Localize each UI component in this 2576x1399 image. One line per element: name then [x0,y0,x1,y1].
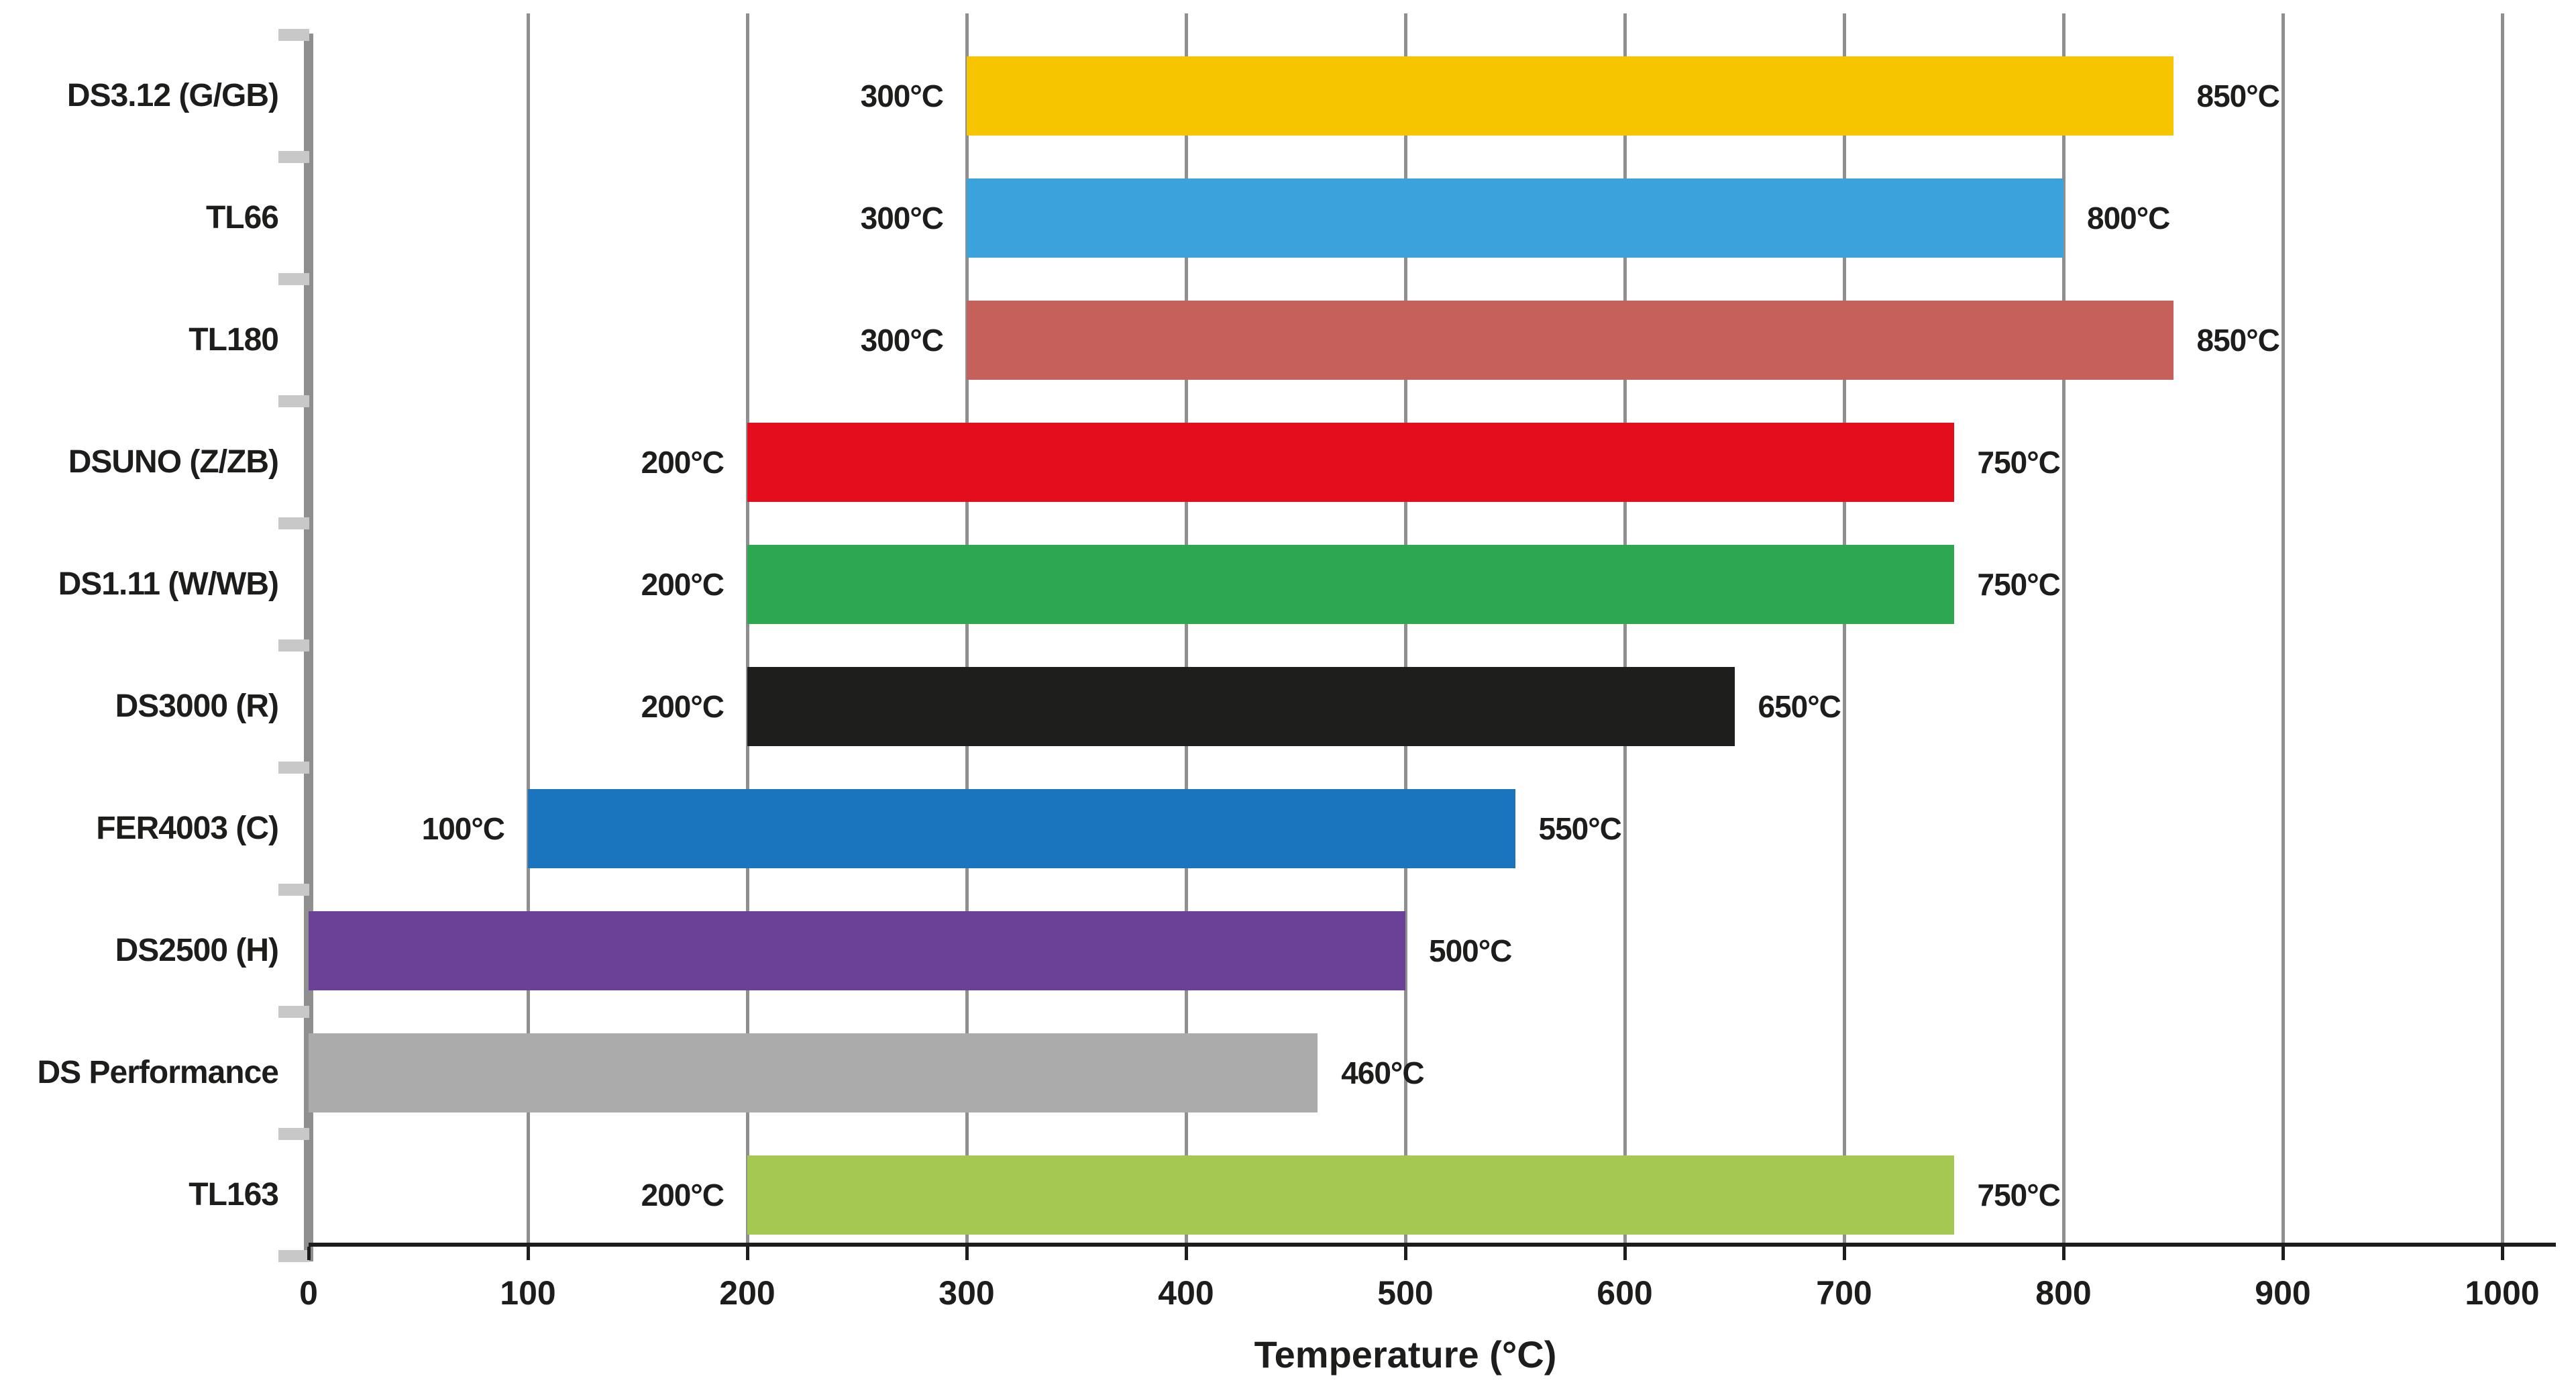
bar-min-label: 200°C [641,445,724,480]
bar-min-label: 200°C [641,567,724,602]
bar [309,1033,1318,1112]
bar [747,423,1954,502]
x-axis-tick [526,1247,530,1260]
gridline [1842,13,1846,1243]
category-label: DS2500 (H) [115,933,279,968]
x-tick-label: 600 [1597,1274,1653,1312]
bar [309,911,1405,990]
bar-max-label: 850°C [2196,79,2280,113]
bar-min-label: 300°C [860,201,944,236]
bar-min-label: 300°C [860,79,944,113]
bar-max-label: 750°C [1977,567,2061,602]
bar-max-label: 850°C [2196,323,2280,358]
bar [747,1155,1954,1235]
x-tick-label: 300 [938,1274,995,1312]
x-axis-tick [745,1247,749,1260]
gridline [965,13,969,1243]
bar-max-label: 800°C [2087,201,2170,236]
gridline [1184,13,1188,1243]
bar [528,789,1515,868]
gridline [1403,13,1407,1243]
y-axis-tick [278,517,309,529]
category-label: DSUNO (Z/ZB) [68,444,279,480]
y-axis-tick [278,1128,309,1140]
bar-min-label: 200°C [641,689,724,724]
bar-max-label: 650°C [1758,689,1841,724]
bar-min-label: 300°C [860,323,944,358]
x-tick-label: 400 [1158,1274,1214,1312]
x-axis-title: Temperature (°C) [1254,1333,1557,1376]
gridline [2061,13,2065,1243]
category-label: DS3.12 (G/GB) [66,78,279,113]
y-axis-tick [278,1250,309,1262]
bar-max-label: 500°C [1429,933,1512,968]
x-tick-label: 900 [2255,1274,2311,1312]
x-axis-tick [1184,1247,1188,1260]
x-axis-tick [307,1247,311,1260]
y-axis-tick [278,29,309,41]
category-label: TL163 [189,1177,279,1212]
x-tick-label: 1000 [2465,1274,2540,1312]
gridline [1623,13,1627,1243]
x-tick-label: 200 [719,1274,775,1312]
x-axis-tick [2500,1247,2504,1260]
y-axis-tick [278,395,309,407]
bar-min-label: 100°C [421,811,505,846]
x-axis-tick [2281,1247,2285,1260]
x-tick-label: 500 [1377,1274,1434,1312]
y-axis-tick [278,639,309,652]
x-axis-tick [1623,1247,1627,1260]
x-axis-tick [1842,1247,1846,1260]
bar [747,545,1954,624]
bar-max-label: 750°C [1977,1178,2061,1212]
bar-max-label: 750°C [1977,445,2061,480]
category-label: FER4003 (C) [96,811,279,846]
bar-max-label: 460°C [1341,1055,1424,1090]
bar-max-label: 550°C [1538,811,1622,846]
y-axis-tick [278,1006,309,1018]
bar [967,178,2063,258]
x-tick-label: 0 [299,1274,318,1312]
x-tick-label: 100 [500,1274,556,1312]
y-axis-tick [278,762,309,774]
category-label: DS Performance [37,1055,279,1090]
bar [967,301,2174,380]
gridline [745,13,749,1243]
category-label: TL180 [189,322,279,358]
gridline [526,13,530,1243]
category-label: TL66 [205,200,279,236]
gridline [2281,13,2285,1243]
x-axis-tick [2061,1247,2065,1260]
y-axis-tick [278,151,309,163]
x-axis-tick [965,1247,969,1260]
category-label: DS3000 (R) [115,688,279,724]
x-axis-line [309,1243,2556,1247]
y-axis-tick [278,884,309,896]
bar [747,667,1735,746]
x-tick-label: 700 [1816,1274,1872,1312]
bar-min-label: 200°C [641,1178,724,1212]
category-label: DS1.11 (W/WB) [58,566,279,602]
x-axis-tick [1403,1247,1407,1260]
y-axis-tick [278,273,309,285]
gridline [2500,13,2504,1243]
bar [967,56,2174,136]
x-tick-label: 800 [2035,1274,2092,1312]
